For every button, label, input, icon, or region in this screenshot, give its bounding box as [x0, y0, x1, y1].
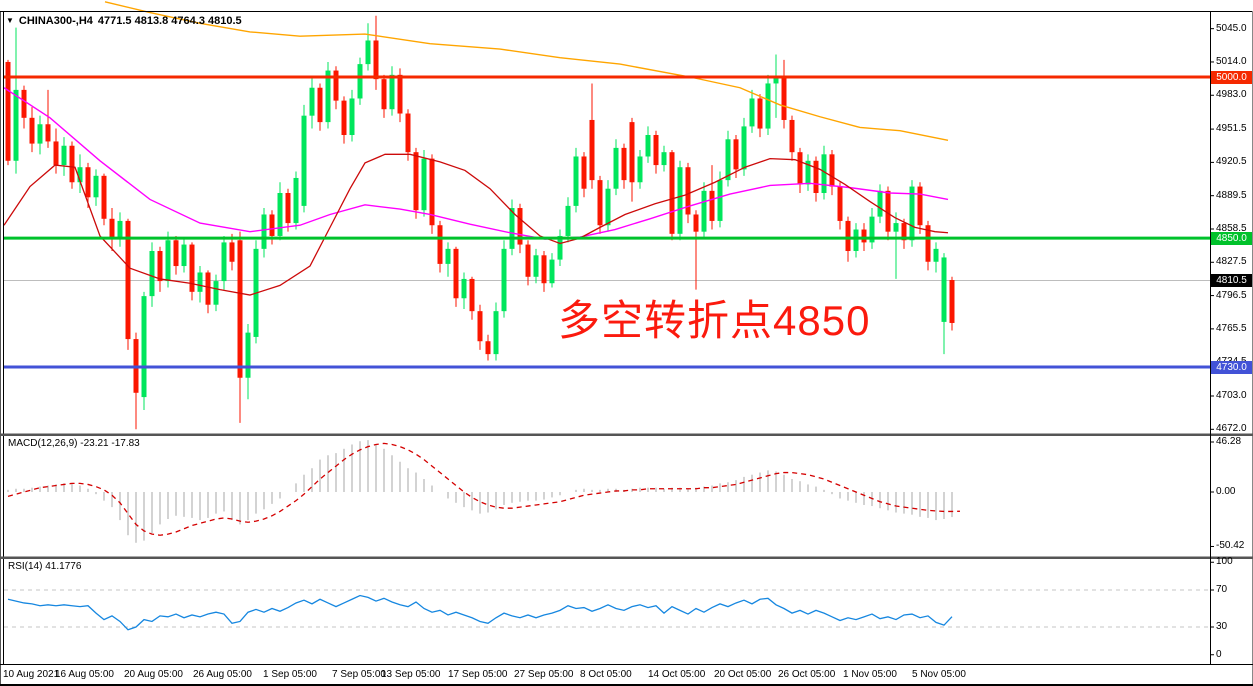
- macd-tick-label: -50.42: [1216, 540, 1245, 552]
- rsi-tick-label: 100: [1216, 556, 1233, 568]
- macd-panel: [7, 440, 953, 543]
- price-tick-label: 5045.0: [1216, 22, 1247, 34]
- time-axis-label: 16 Aug 05:00: [55, 669, 114, 680]
- ma-magenta-line: [3, 87, 949, 240]
- axis-ticks: [1210, 28, 1214, 656]
- price-tick-label: 5014.0: [1216, 55, 1247, 67]
- symbol-dropdown-icon[interactable]: ▼: [6, 16, 14, 25]
- candles: [5, 15, 955, 430]
- price-tick-label: 4703.0: [1216, 390, 1247, 401]
- rsi-tick-label: 70: [1216, 584, 1228, 595]
- chart-text-annotation: 多空转折点4850: [558, 297, 871, 344]
- price-tick-label: 4983.0: [1216, 89, 1247, 101]
- rsi-indicator-label: RSI(14) 41.1776: [8, 561, 82, 572]
- price-tick-label: 4920.5: [1216, 156, 1247, 168]
- time-axis-label: 8 Oct 05:00: [580, 669, 632, 680]
- price-tick-label: 4951.5: [1216, 123, 1247, 135]
- macd-indicator-label: MACD(12,26,9) -23.21 -17.83: [8, 438, 140, 449]
- time-axis-label: 5 Nov 05:00: [912, 669, 966, 680]
- time-axis-label: 1 Sep 05:00: [263, 669, 317, 680]
- rsi-tick-label: 30: [1216, 621, 1228, 632]
- rsi-tick-label: 0: [1216, 648, 1222, 660]
- price-badge-4810.5: 4810.5: [1211, 274, 1252, 288]
- time-axis-label: 27 Sep 05:00: [514, 669, 574, 680]
- price-tick-label: 4827.5: [1216, 256, 1247, 268]
- macd-tick-label: 0.00: [1216, 486, 1236, 497]
- time-axis-label: 26 Aug 05:00: [193, 669, 252, 680]
- macd-tick-label: 46.28: [1216, 435, 1242, 447]
- price-tick-label: 4796.5: [1216, 289, 1247, 301]
- time-axis-label: 17 Sep 05:00: [448, 669, 508, 680]
- macd-signal-line: [7, 442, 961, 536]
- time-axis-label: 26 Oct 05:00: [778, 669, 836, 680]
- price-tick-label: 4672.0: [1216, 423, 1247, 435]
- price-badge-5000.0: 5000.0: [1211, 70, 1252, 84]
- time-axis-label: 20 Aug 05:00: [124, 669, 183, 680]
- symbol-period-label: CHINA300-,H4: [18, 15, 93, 27]
- price-tick-label: 4765.5: [1216, 322, 1247, 334]
- time-axis-label: 14 Oct 05:00: [648, 669, 706, 680]
- price-tick-label: 4858.5: [1216, 222, 1247, 234]
- time-axis-label: 10 Aug 2021: [3, 669, 60, 680]
- time-axis-label: 13 Sep 05:00: [381, 669, 441, 680]
- time-axis-label: 7 Sep 05:00: [332, 669, 386, 680]
- ma-red-line: [3, 153, 949, 296]
- price-badge-4850.0: 4850.0: [1211, 231, 1252, 245]
- price-tick-label: 4889.5: [1216, 189, 1247, 201]
- ohlc-values: 4771.5 4813.8 4764.3 4810.5: [97, 15, 242, 27]
- rsi-line: [7, 594, 953, 631]
- price-badge-4730.0: 4730.0: [1211, 360, 1252, 374]
- rsi-panel: [4, 589, 1210, 628]
- time-axis-label: 1 Nov 05:00: [843, 669, 897, 680]
- time-axis-label: 20 Oct 05:00: [714, 669, 772, 680]
- chart-title: ▼ CHINA300-,H4 4771.5 4813.8 4764.3 4810…: [6, 15, 242, 27]
- ma-orange-line: [104, 1, 949, 142]
